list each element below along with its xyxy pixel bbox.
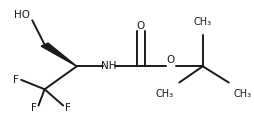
Text: CH₃: CH₃ [233,89,251,99]
Text: O: O [167,55,175,65]
Polygon shape [41,43,77,66]
Text: F: F [30,103,36,113]
Text: CH₃: CH₃ [155,89,173,99]
Text: F: F [65,103,71,113]
Text: CH₃: CH₃ [194,17,212,27]
Text: HO: HO [14,10,30,20]
Text: F: F [13,75,19,85]
Text: NH: NH [101,61,117,71]
Text: O: O [137,21,145,31]
